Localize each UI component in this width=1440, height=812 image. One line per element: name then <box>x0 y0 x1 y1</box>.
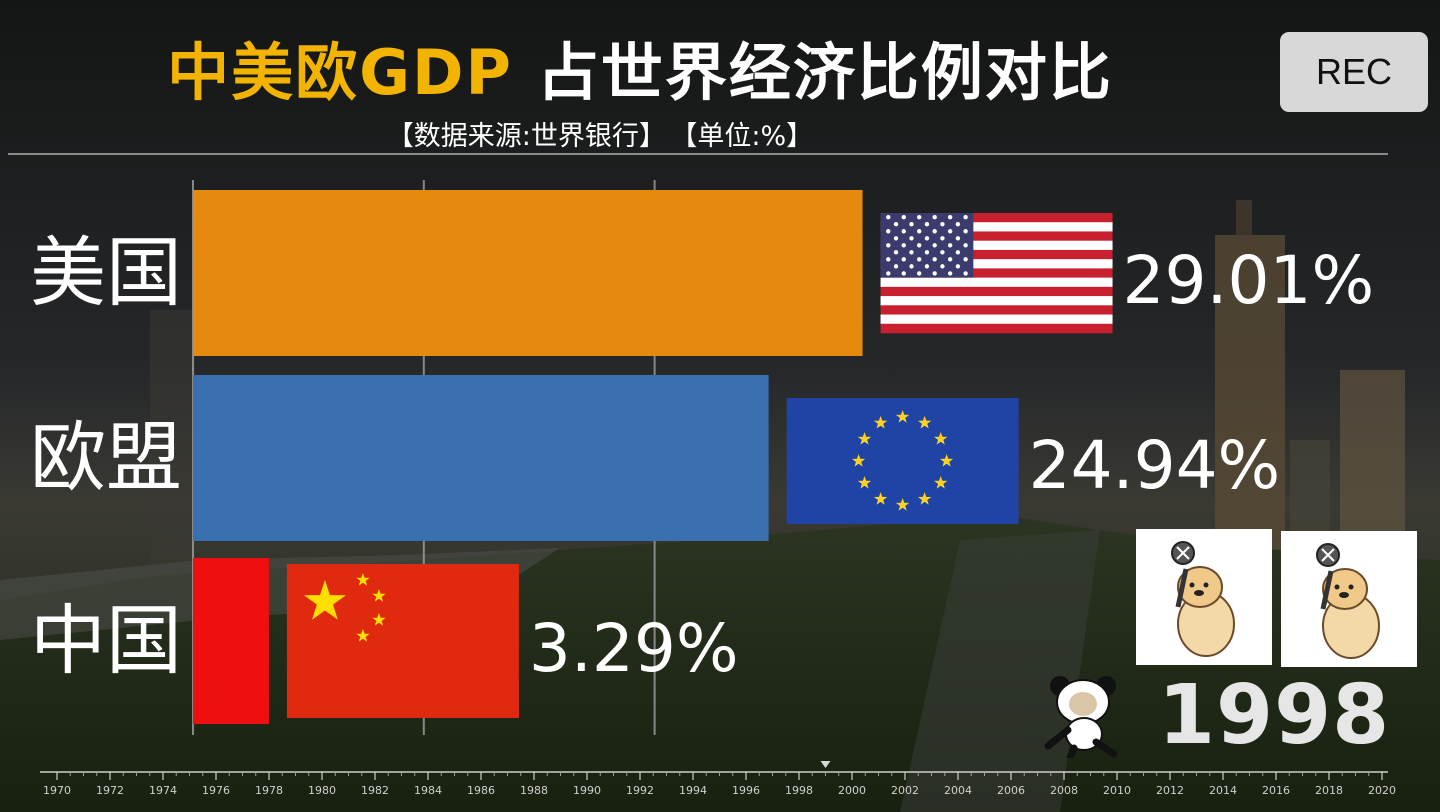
title-main: 占世界经济比例对比 <box>536 36 1113 109</box>
timeline-label: 1978 <box>255 784 283 797</box>
timeline-label: 1988 <box>520 784 548 797</box>
chart-title: 中美欧GDP 占世界经济比例对比 <box>0 22 1280 112</box>
rec-badge: REC <box>1280 32 1428 112</box>
chart-subtitle: 【数据来源:世界银行】 【单位:%】 <box>0 114 1200 153</box>
timeline-label: 2018 <box>1315 784 1343 797</box>
timeline-label: 1974 <box>149 784 177 797</box>
timeline-label: 2004 <box>944 784 972 797</box>
unit-label: 【单位:%】 <box>683 121 814 152</box>
cn-flag <box>286 564 519 718</box>
timeline-label: 2014 <box>1209 784 1237 797</box>
title-divider <box>8 153 1388 155</box>
timeline-label: 1996 <box>732 784 760 797</box>
bar-1 <box>193 190 863 356</box>
category-label: 美国 <box>30 228 182 317</box>
us-flag <box>880 213 1113 334</box>
panda-sticker <box>1044 676 1118 758</box>
timeline-label: 2006 <box>997 784 1025 797</box>
bar-3 <box>193 558 269 724</box>
bar-2 <box>193 375 769 541</box>
value-label: 24.94% <box>1029 427 1281 504</box>
timeline-marker <box>820 761 831 768</box>
dog-sticker-right <box>1281 531 1417 667</box>
timeline-label: 2012 <box>1156 784 1184 797</box>
category-label: 中国 <box>30 596 182 685</box>
value-label: 29.01% <box>1123 242 1375 319</box>
timeline-label: 2002 <box>891 784 919 797</box>
value-label: 3.29% <box>529 610 739 687</box>
category-label: 欧盟 <box>30 413 182 502</box>
eu-flag <box>786 398 1019 524</box>
timeline-label: 1990 <box>573 784 601 797</box>
timeline-label: 1984 <box>414 784 442 797</box>
timeline-label: 1982 <box>361 784 389 797</box>
timeline-label: 1994 <box>679 784 707 797</box>
timeline-label: 1992 <box>626 784 654 797</box>
timeline-label: 2010 <box>1103 784 1131 797</box>
timeline-label: 2008 <box>1050 784 1078 797</box>
timeline-label: 1980 <box>308 784 336 797</box>
timeline-label: 1986 <box>467 784 495 797</box>
timeline-label: 1972 <box>96 784 124 797</box>
current-year: 1998 <box>1158 668 1391 763</box>
timeline-label: 2000 <box>838 784 866 797</box>
title-highlight: 中美欧GDP <box>167 36 513 109</box>
dog-sticker-left <box>1136 529 1272 665</box>
timeline-label: 1998 <box>785 784 813 797</box>
timeline-label: 1976 <box>202 784 230 797</box>
data-source-label: 【数据来源:世界银行】 <box>386 121 666 152</box>
timeline-label: 2016 <box>1262 784 1290 797</box>
timeline-label: 2020 <box>1368 784 1396 797</box>
timeline-label: 1970 <box>43 784 71 797</box>
